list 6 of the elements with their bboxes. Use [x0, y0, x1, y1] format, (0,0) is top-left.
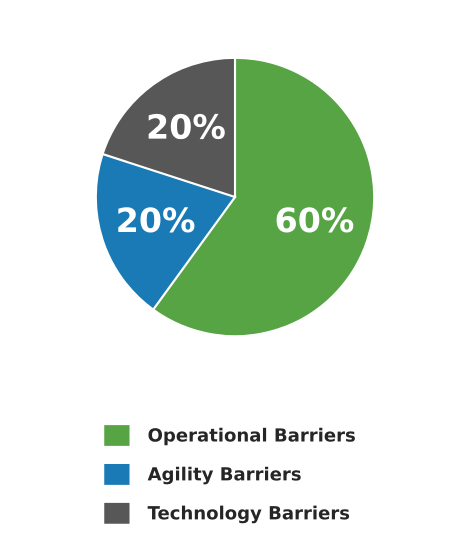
data-label: 20%: [118, 207, 194, 232]
legend-label: Operational Barriers: [148, 428, 355, 446]
legend-label: Technology Barriers: [148, 506, 350, 524]
data-label: 20%: [148, 114, 225, 140]
legend-label: Agility Barriers: [148, 466, 301, 484]
data-label: 60%: [276, 207, 354, 232]
